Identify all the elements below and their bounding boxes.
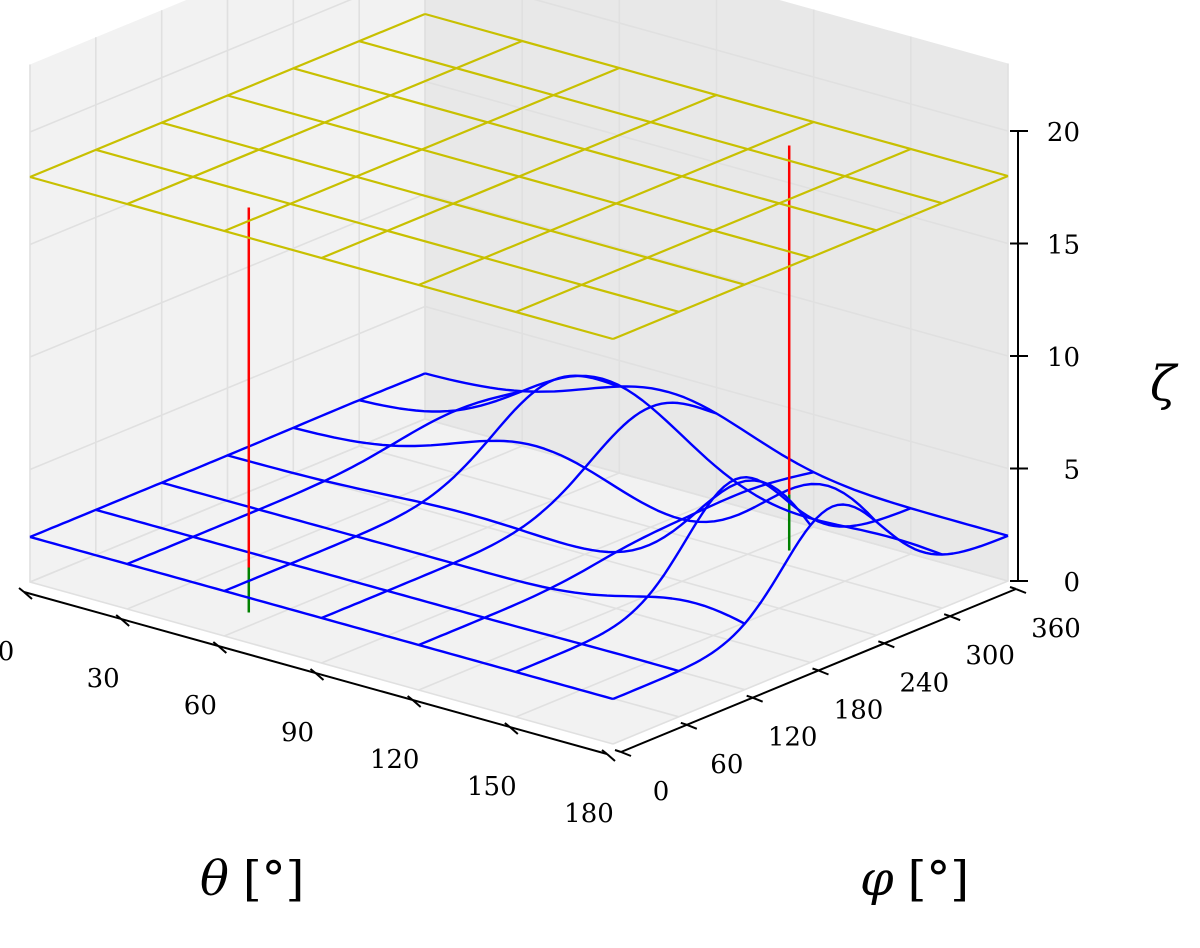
tick-labels: 0 30 60 90 120 150 180 0 60 120 180 240 300 360 0 5 10 15… bbox=[0, 118, 1081, 829]
z-tick-label-15: 15 bbox=[1047, 231, 1080, 261]
x-tick-label-30: 30 bbox=[87, 664, 120, 694]
x-tick-in-150 bbox=[504, 722, 511, 728]
x-tick-30 bbox=[120, 618, 130, 627]
surface-line-phi-60 bbox=[95, 508, 680, 673]
series-plane-wireframe bbox=[29, 12, 1009, 341]
z-tick-label-5: 5 bbox=[1063, 456, 1080, 486]
gridline-z bbox=[29, 305, 1009, 471]
y-tick-in-240 bbox=[878, 640, 885, 645]
x-tick-in-60 bbox=[212, 641, 219, 647]
plane-line-phi-120 bbox=[161, 121, 745, 286]
plane-line-phi-0 bbox=[29, 175, 614, 341]
y-tick-in-180 bbox=[812, 667, 819, 672]
x-tick-60 bbox=[217, 645, 227, 654]
y-tick-label-0: 0 bbox=[653, 777, 670, 807]
y-tick-in-60 bbox=[680, 721, 688, 726]
x-tick-120 bbox=[412, 699, 422, 708]
surface-line-phi-300 bbox=[358, 374, 943, 556]
axes-lines-ticks bbox=[18, 130, 1028, 762]
x-tick-label-90: 90 bbox=[281, 718, 314, 748]
y-tick-label-120: 120 bbox=[768, 723, 818, 753]
x-tick-in-90 bbox=[309, 668, 317, 674]
x-tick-0 bbox=[23, 591, 33, 600]
x-tick-150 bbox=[509, 726, 519, 735]
y-tick-label-60: 60 bbox=[710, 750, 743, 780]
y-tick-in-120 bbox=[746, 694, 753, 699]
x-tick-in-30 bbox=[115, 614, 122, 620]
series-surface-wireframe bbox=[29, 372, 1009, 701]
x-tick-label-180: 180 bbox=[564, 799, 614, 829]
x-tick-in-0 bbox=[18, 587, 25, 593]
y-tick-120 bbox=[752, 696, 764, 703]
plane-line-phi-60 bbox=[95, 148, 680, 313]
axis-panes bbox=[30, 0, 1008, 744]
z-tick-label-10: 10 bbox=[1047, 343, 1080, 373]
y-tick-180 bbox=[818, 669, 829, 676]
plane-line-phi-300 bbox=[358, 40, 943, 205]
plane-line-phi-240 bbox=[293, 67, 877, 232]
y-tick-in-300 bbox=[943, 613, 951, 618]
x-tick-label-0: 0 bbox=[0, 637, 14, 667]
y-tick-0 bbox=[620, 751, 632, 757]
x-tick-in-180 bbox=[601, 749, 608, 755]
x-axis-title: θ [°] bbox=[200, 851, 304, 907]
x-tick-180 bbox=[606, 753, 616, 762]
x-tick-in-120 bbox=[407, 695, 414, 701]
series-vertical-lines-upper bbox=[247, 145, 791, 568]
x-tick-90 bbox=[314, 672, 325, 681]
plane-line-phi-180 bbox=[227, 94, 811, 259]
x-tick-label-150: 150 bbox=[467, 772, 517, 802]
surface-line-phi-360 bbox=[424, 372, 1009, 537]
gridline-z bbox=[29, 193, 1009, 358]
z-tick-label-0: 0 bbox=[1063, 568, 1080, 598]
y-tick-300 bbox=[949, 615, 961, 622]
y-tick-in-360 bbox=[1009, 586, 1017, 590]
y-tick-240 bbox=[883, 642, 895, 649]
x-tick-label-60: 60 bbox=[184, 691, 217, 721]
y-tick-60 bbox=[686, 723, 698, 730]
x-tick-label-120: 120 bbox=[370, 745, 420, 775]
plane-line-phi-360 bbox=[424, 12, 1009, 178]
y-tick-in-0 bbox=[614, 749, 622, 753]
surface-line-phi-0 bbox=[29, 535, 614, 701]
y-tick-label-300: 300 bbox=[965, 641, 1015, 671]
z-axis-title: ζ bbox=[1150, 356, 1179, 412]
y-tick-label-360: 360 bbox=[1031, 614, 1081, 644]
surface-line-phi-240 bbox=[293, 426, 878, 524]
y-tick-360 bbox=[1015, 588, 1027, 594]
z-tick-label-20: 20 bbox=[1047, 118, 1080, 148]
surface-line-phi-180 bbox=[227, 454, 812, 554]
y-tick-label-180: 180 bbox=[834, 696, 884, 726]
gridline-z bbox=[29, 0, 1009, 133]
y-axis-title: φ [°] bbox=[860, 851, 969, 907]
surface-line-phi-120 bbox=[161, 481, 746, 625]
y-tick-label-240: 240 bbox=[900, 668, 950, 698]
